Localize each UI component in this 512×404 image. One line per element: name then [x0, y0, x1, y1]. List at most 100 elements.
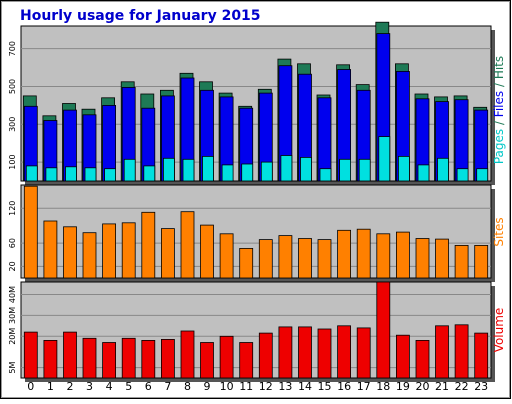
volume-bar-volume: [454, 324, 469, 379]
sites-bar-sites: [454, 244, 469, 279]
volume-bar-volume: [219, 335, 234, 379]
traffic-y-tick-label: 700: [8, 41, 17, 56]
volume-bar-volume: [474, 332, 489, 379]
traffic-side-label-part: /: [492, 117, 506, 129]
x-tick-label: 7: [164, 380, 171, 393]
x-tick-label: 9: [204, 380, 211, 393]
sites-bar-sites: [317, 239, 332, 279]
x-tick-label: 14: [298, 380, 312, 393]
sites-bar-sites: [180, 211, 195, 279]
sites-bar-sites: [160, 228, 175, 279]
volume-bar-volume: [141, 339, 156, 379]
traffic-panel: [20, 25, 492, 182]
volume-bar-volume: [356, 327, 371, 379]
sites-bar-sites: [376, 233, 391, 279]
sites-bar-sites: [278, 235, 293, 279]
traffic-side-label-part: Hits: [492, 56, 506, 79]
x-tick-label: 22: [455, 380, 469, 393]
traffic-bar-pages: [417, 164, 430, 182]
sites-bar-sites: [43, 220, 58, 279]
x-tick-label: 13: [278, 380, 292, 393]
traffic-y-tick-label: 500: [8, 79, 17, 94]
volume-bar-volume: [121, 337, 136, 379]
volume-bar-volume: [200, 342, 214, 379]
traffic-bar-pages: [84, 167, 97, 182]
x-tick-label: 8: [184, 380, 191, 393]
sites-bar-sites: [219, 233, 234, 279]
traffic-bar-pages: [45, 167, 58, 182]
sites-bar-sites: [337, 229, 352, 279]
traffic-bar-pages: [25, 165, 38, 182]
volume-side-label: Volume: [492, 308, 506, 353]
x-tick-label: 0: [27, 380, 34, 393]
sites-side-label-part: Sites: [492, 217, 506, 246]
volume-bar-volume: [63, 331, 77, 379]
traffic-bar-pages: [260, 161, 273, 182]
sites-bar-sites: [474, 244, 489, 279]
outer-border-shade: [1, 1, 510, 398]
sites-bar-sites: [102, 223, 116, 279]
volume-y-tick-label: 5M: [8, 361, 17, 373]
x-tick-label: 19: [396, 380, 410, 393]
sites-panel: [20, 184, 492, 279]
volume-bar-volume: [376, 281, 391, 379]
traffic-bar-pages: [202, 155, 214, 182]
x-tick-label: 1: [47, 380, 54, 393]
volume-y-tick-label: 20M: [8, 328, 17, 345]
sites-bar-sites: [239, 247, 254, 279]
volume-bar-volume: [160, 338, 175, 379]
sites-bar-sites: [82, 232, 97, 279]
traffic-bar-pages: [104, 168, 116, 182]
traffic-bar-pages: [437, 157, 449, 182]
volume-bar-volume: [395, 334, 410, 379]
x-tick-label: 12: [259, 380, 273, 393]
volume-bar-volume: [43, 339, 58, 379]
x-tick-label: 4: [106, 380, 113, 393]
sites-bar-sites: [356, 228, 371, 279]
volume-bar-volume: [415, 339, 430, 379]
traffic-bar-pages: [241, 163, 254, 182]
volume-bar-volume: [102, 342, 116, 379]
traffic-bar-pages: [378, 136, 391, 182]
traffic-bar-pages: [397, 155, 410, 182]
traffic-bar-pages: [221, 164, 234, 182]
traffic-bar-pages: [143, 165, 156, 182]
sites-bar-sites: [298, 238, 312, 279]
traffic-bar-pages: [280, 155, 293, 182]
volume-y-tick-label: 40M: [8, 286, 17, 303]
sites-bar-sites: [23, 185, 38, 279]
x-tick-label: 5: [125, 380, 132, 393]
traffic-side-label-part: Pages: [492, 129, 506, 164]
sites-y-tick-label: 20: [8, 261, 17, 271]
traffic-bar-pages: [358, 158, 371, 182]
x-tick-label: 23: [474, 380, 488, 393]
traffic-bar-pages: [123, 158, 136, 182]
traffic-bar-pages: [456, 168, 469, 182]
x-tick-label: 21: [435, 380, 449, 393]
sites-bar-sites: [395, 231, 410, 279]
x-tick-label: 3: [86, 380, 93, 393]
volume-bar-volume: [258, 332, 273, 379]
sites-bar-sites: [63, 226, 77, 279]
sites-bar-sites: [200, 224, 214, 279]
traffic-side-label: Pages / Files / Hits: [492, 56, 506, 164]
x-tick-label: 15: [318, 380, 332, 393]
chart-title: Hourly usage for January 2015: [20, 8, 261, 24]
sites-y-tick-label: 120: [8, 201, 17, 216]
x-tick-label: 6: [145, 380, 152, 393]
traffic-y-tick-label: 300: [8, 117, 17, 132]
volume-bar-volume: [180, 330, 195, 379]
sites-y-tick-label: 60: [8, 238, 17, 248]
x-tick-label: 2: [67, 380, 74, 393]
traffic-bar-pages: [319, 168, 332, 182]
volume-bar-volume: [298, 326, 312, 379]
volume-bar-volume: [82, 337, 97, 379]
traffic-bar-pages: [162, 157, 175, 182]
traffic-y-tick-label: 100: [8, 154, 17, 169]
traffic-bar-pages: [182, 158, 195, 182]
traffic-side-label-part: Files: [492, 91, 506, 117]
x-tick-label: 11: [239, 380, 253, 393]
sites-bar-sites: [258, 239, 273, 279]
